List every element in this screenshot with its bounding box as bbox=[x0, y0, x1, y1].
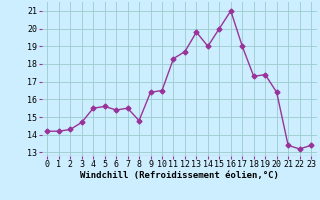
X-axis label: Windchill (Refroidissement éolien,°C): Windchill (Refroidissement éolien,°C) bbox=[80, 171, 279, 180]
